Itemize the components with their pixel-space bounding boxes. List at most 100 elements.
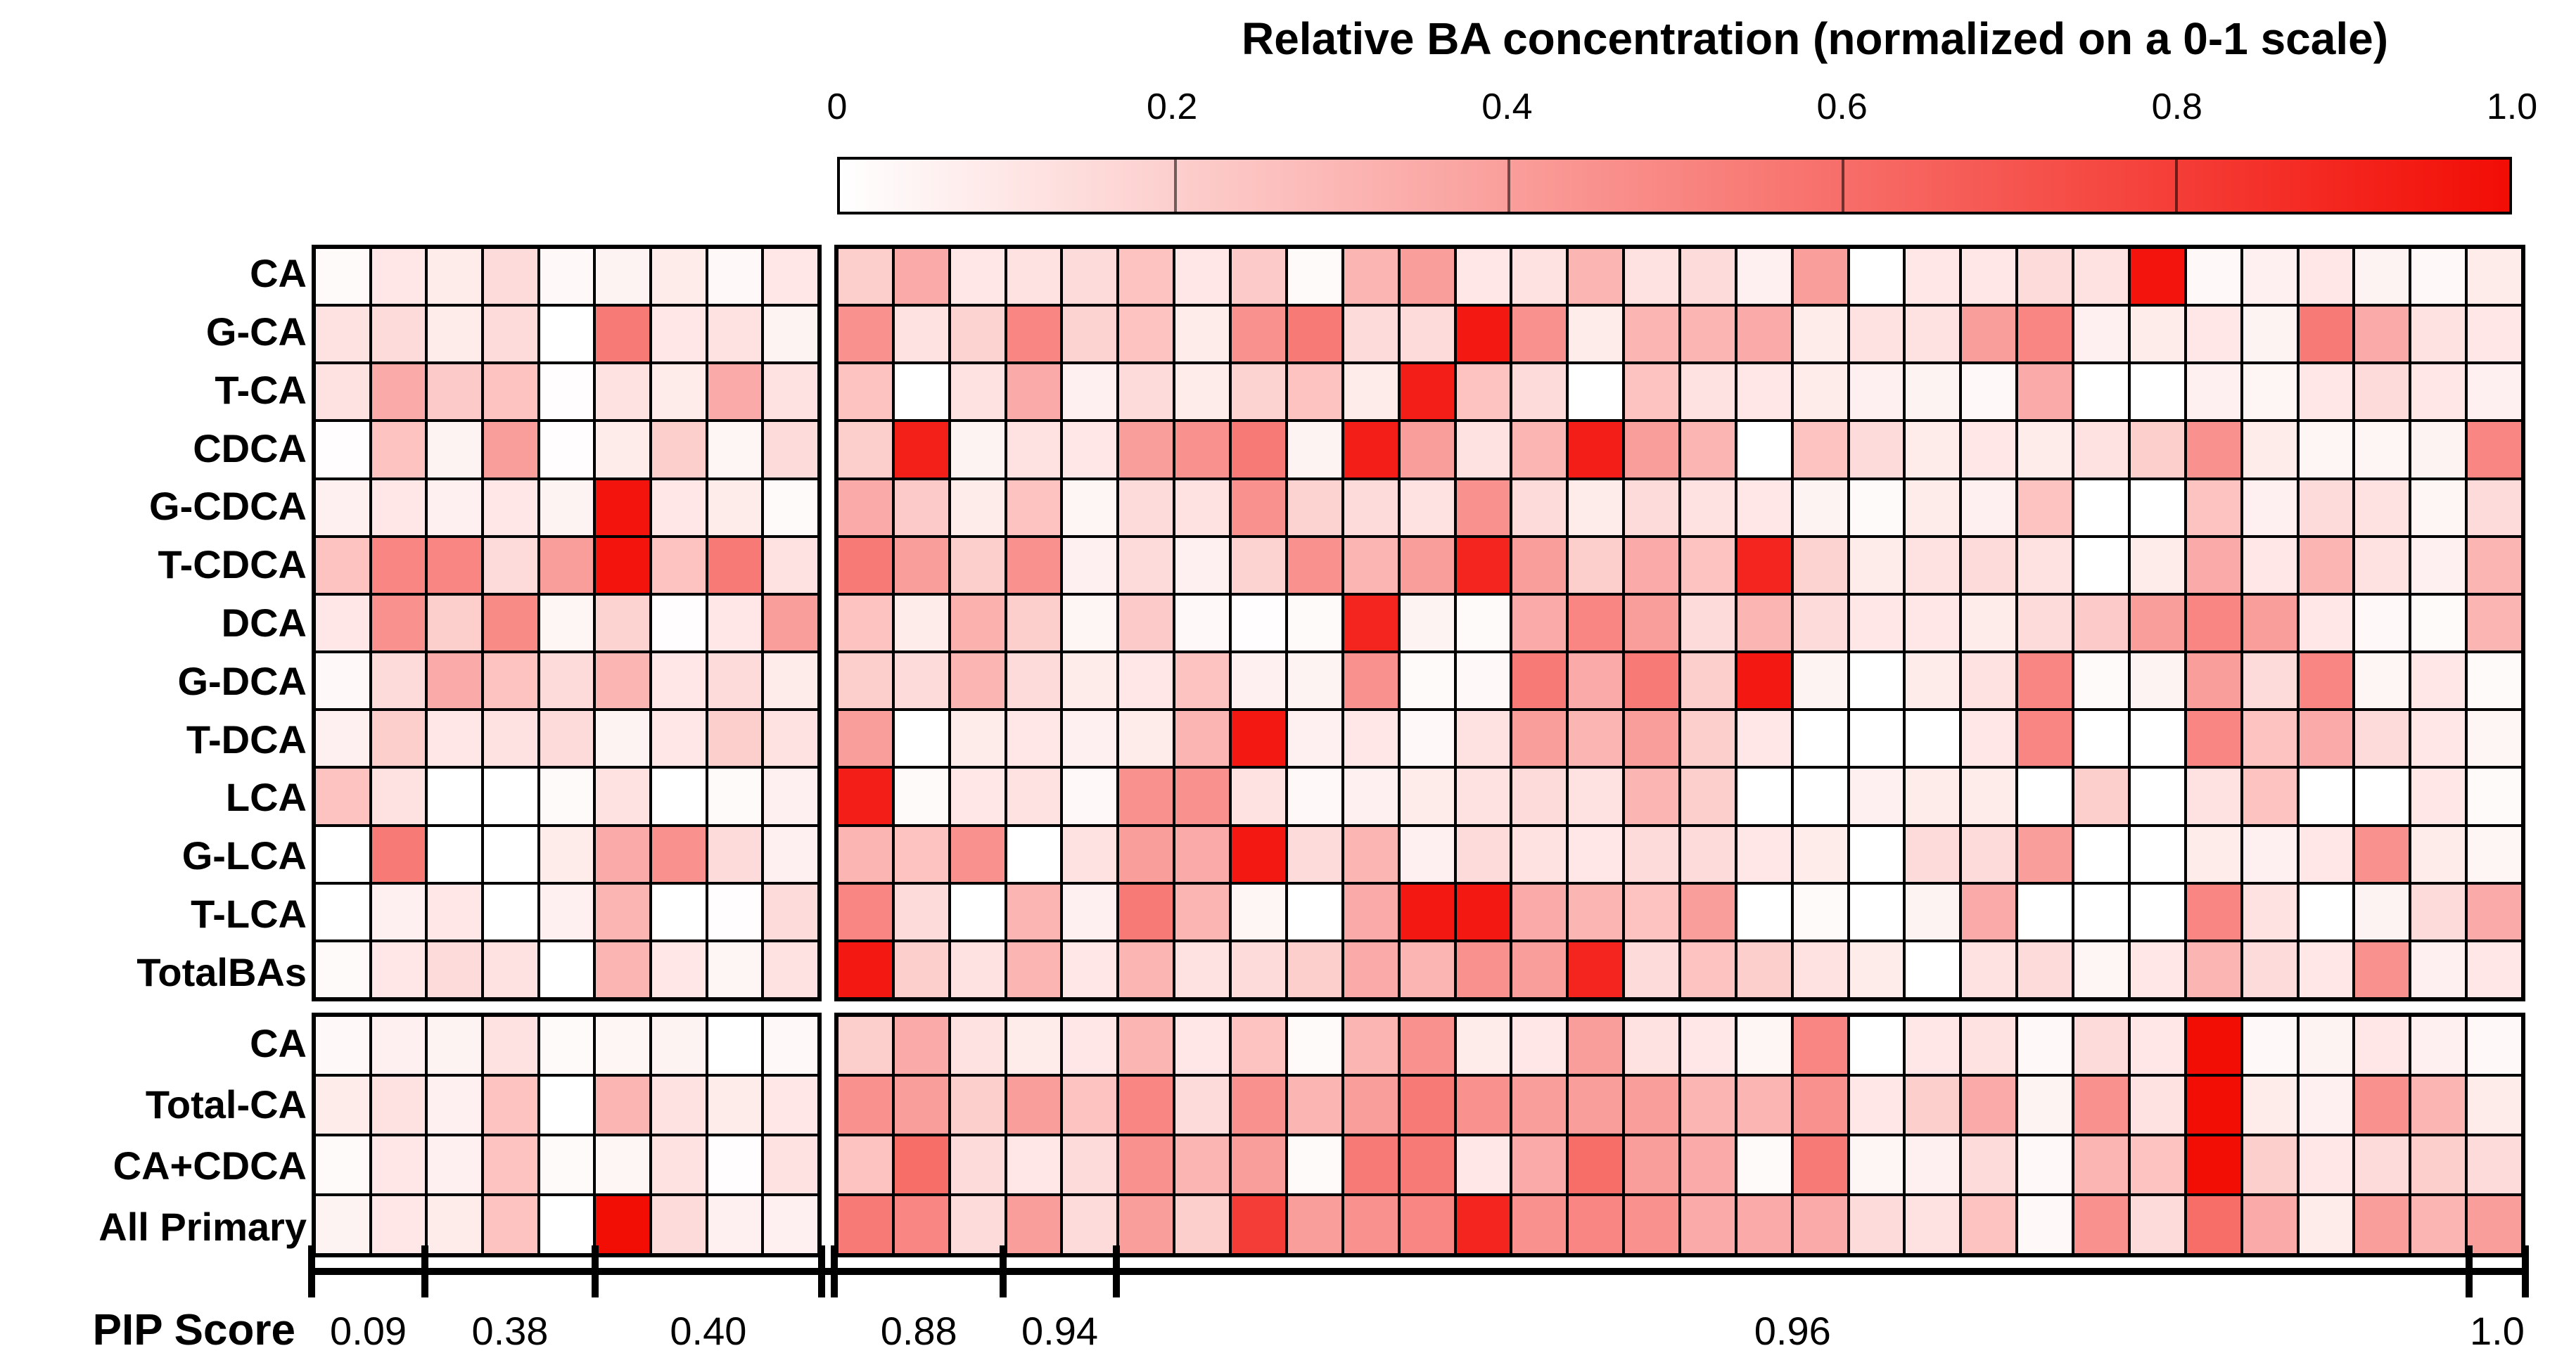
- heatmap-cell: [1793, 884, 1847, 940]
- heatmap-cell: [2355, 307, 2409, 362]
- heatmap-cell: [950, 769, 1005, 824]
- heatmap-cell: [2018, 480, 2072, 535]
- heatmap-cell: [371, 537, 426, 593]
- heatmap-cell: [2130, 1017, 2184, 1074]
- heatmap-cell: [1793, 537, 1847, 593]
- heatmap-cell: [1344, 1077, 1398, 1134]
- heatmap-cell: [1175, 537, 1230, 593]
- colorbar-tick-label: 0.8: [2151, 86, 2202, 127]
- heatmap-cell: [428, 884, 481, 940]
- heatmap-cell: [1849, 769, 1904, 824]
- heatmap-cell: [1175, 1136, 1230, 1193]
- heatmap-cell: [839, 595, 892, 651]
- heatmap-cell: [428, 769, 481, 824]
- heatmap-cell: [1063, 595, 1117, 651]
- heatmap-cell: [1007, 307, 1061, 362]
- heatmap-cell: [596, 364, 649, 420]
- heatmap-cell: [1400, 769, 1454, 824]
- heatmap-cell: [540, 942, 594, 997]
- heatmap-cell: [2243, 942, 2297, 997]
- heatmap-cell: [950, 1196, 1005, 1253]
- heatmap-cell: [428, 826, 481, 882]
- heatmap-cell: [839, 711, 892, 767]
- heatmap-cell: [1906, 1196, 1960, 1253]
- heatmap-cell: [2130, 711, 2184, 767]
- heatmap-cell: [1962, 711, 2016, 767]
- heatmap-cell: [1344, 942, 1398, 997]
- heatmap-cell: [1849, 653, 1904, 709]
- heatmap-cell: [2411, 537, 2466, 593]
- heatmap-cell: [651, 884, 706, 940]
- heatmap-cell: [1007, 480, 1061, 535]
- heatmap-group: [834, 1013, 2525, 1257]
- heatmap-cell: [2074, 826, 2128, 882]
- heatmap-cell: [1569, 711, 1623, 767]
- heatmap-cell: [1625, 1136, 1678, 1193]
- heatmap-cell: [316, 364, 369, 420]
- heatmap-cell: [1400, 249, 1454, 304]
- heatmap-cell: [1569, 307, 1623, 362]
- pip-axis-tick: [2465, 1245, 2473, 1297]
- heatmap-cell: [2074, 1196, 2128, 1253]
- heatmap-cell: [1569, 1196, 1623, 1253]
- heatmap-cell: [2186, 826, 2240, 882]
- row-label: G-DCA: [177, 658, 307, 703]
- heatmap-cell: [708, 942, 762, 997]
- heatmap-cell: [764, 884, 817, 940]
- heatmap-cell: [2186, 307, 2240, 362]
- heatmap-cell: [1737, 595, 1791, 651]
- heatmap-cell: [1287, 884, 1341, 940]
- heatmap-cell: [1737, 480, 1791, 535]
- heatmap-cell: [1119, 480, 1173, 535]
- heatmap-cell: [708, 364, 762, 420]
- heatmap-cell: [1681, 307, 1735, 362]
- heatmap-cell: [1400, 480, 1454, 535]
- heatmap-cell: [950, 826, 1005, 882]
- heatmap-cell: [1512, 480, 1567, 535]
- heatmap-cell: [428, 249, 481, 304]
- heatmap-cell: [2130, 422, 2184, 477]
- heatmap-cell: [1456, 422, 1510, 477]
- heatmap-cell: [1512, 595, 1567, 651]
- heatmap-cell: [1344, 364, 1398, 420]
- heatmap-cell: [316, 653, 369, 709]
- heatmap-cell: [596, 422, 649, 477]
- heatmap-cell: [1175, 1077, 1230, 1134]
- heatmap-cell: [1175, 826, 1230, 882]
- heatmap-cell: [2130, 1077, 2184, 1134]
- heatmap-cell: [651, 769, 706, 824]
- heatmap-cell: [2411, 1077, 2466, 1134]
- heatmap-cell: [1400, 942, 1454, 997]
- heatmap-cell: [596, 653, 649, 709]
- heatmap-cell: [2411, 1196, 2466, 1253]
- colorbar-tick-label: 0.4: [1481, 86, 1533, 127]
- heatmap-cell: [1681, 653, 1735, 709]
- heatmap-cell: [316, 307, 369, 362]
- heatmap-cell: [2074, 595, 2128, 651]
- heatmap-cell: [1400, 422, 1454, 477]
- heatmap-cell: [1287, 307, 1341, 362]
- heatmap-cell: [1344, 249, 1398, 304]
- heatmap-cell: [1906, 884, 1960, 940]
- heatmap-cell: [2243, 1136, 2297, 1193]
- heatmap-cell: [1175, 249, 1230, 304]
- row-label: T-DCA: [186, 717, 307, 762]
- heatmap-cell: [1569, 653, 1623, 709]
- heatmap-cell: [894, 249, 948, 304]
- heatmap-cell: [2355, 364, 2409, 420]
- heatmap-cell: [1287, 422, 1341, 477]
- heatmap-cell: [2243, 307, 2297, 362]
- heatmap-cell: [1737, 1196, 1791, 1253]
- heatmap-cell: [2186, 364, 2240, 420]
- heatmap-cell: [2018, 884, 2072, 940]
- heatmap-cell: [1793, 1196, 1847, 1253]
- heatmap-cell: [596, 826, 649, 882]
- heatmap-cell: [428, 1196, 481, 1253]
- heatmap-cell: [1793, 422, 1847, 477]
- colorbar-tick-mark: [2175, 160, 2179, 212]
- heatmap-cell: [1344, 1017, 1398, 1074]
- heatmap-cell: [2468, 595, 2521, 651]
- colorbar: [837, 157, 2512, 214]
- heatmap-cell: [1681, 595, 1735, 651]
- heatmap-cell: [1175, 942, 1230, 997]
